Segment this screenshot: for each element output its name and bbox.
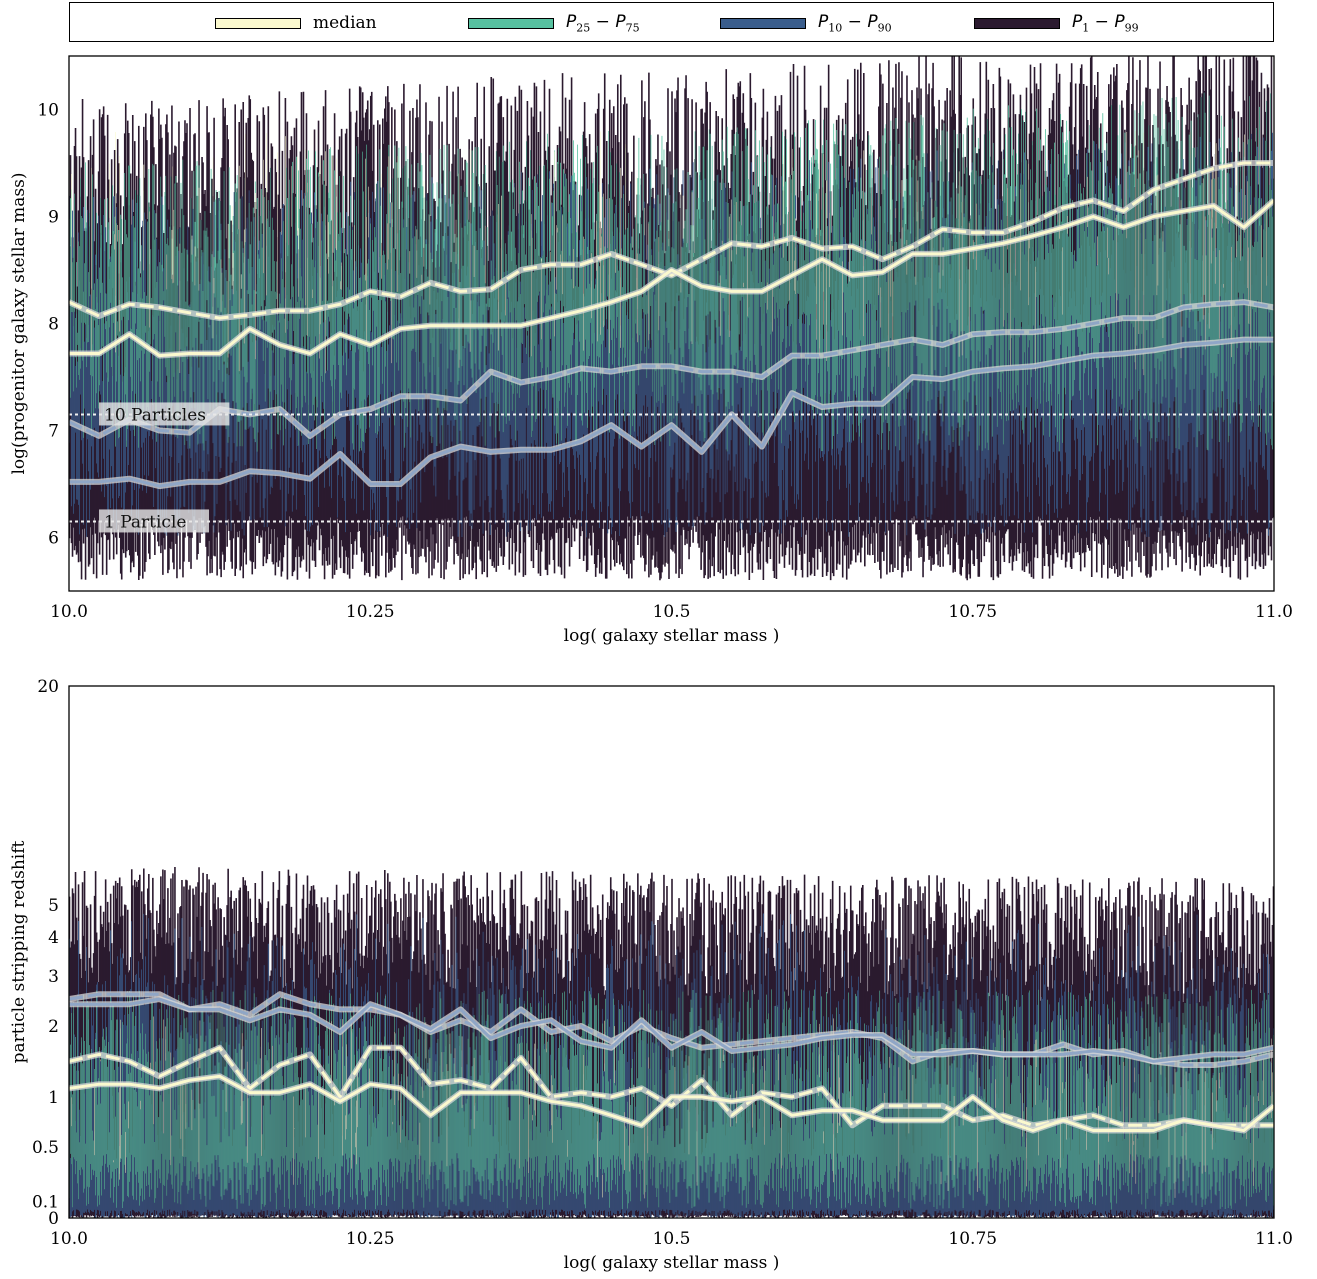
percentile-lines (69, 160, 1274, 490)
y-tick-label: 6 (48, 529, 59, 549)
legend-entry: P25 − P75 (468, 11, 640, 35)
percentile-bands (69, 56, 1274, 581)
x-tick-label: 10.25 (346, 602, 395, 622)
legend-label: P10 − P90 (818, 11, 892, 35)
plot-frame (68, 55, 1275, 592)
legend: median P25 − P75 P10 − P90 P1 − P99 (69, 2, 1274, 42)
reference-label-bg (99, 402, 230, 426)
legend-swatch (720, 17, 806, 29)
y-tick-label: 9 (48, 208, 59, 228)
x-tick-label: 10.5 (653, 602, 691, 622)
legend-swatch (215, 17, 301, 29)
x-axis-label: log( galaxy stellar mass ) (564, 626, 780, 646)
x-tick-label: 10.75 (948, 602, 997, 622)
reference-label-bg (99, 509, 209, 533)
y-tick-label: 8 (48, 315, 59, 335)
percentile-bands (69, 866, 1274, 1218)
legend-entry: P10 − P90 (720, 11, 892, 35)
legend-label: median (313, 13, 377, 33)
legend-swatch (468, 17, 554, 29)
reference-label: 10 Particles (104, 405, 206, 425)
series-line-median-dashed (69, 161, 1274, 320)
chart-panel-1: 10 Particles 1 Particle 10.0 10.25 10.5 10.75… (9, 55, 1293, 646)
legend-entry: median (215, 13, 377, 33)
y-tick-label: 10 (37, 101, 59, 121)
series-line-p10-dashed (69, 300, 1274, 438)
series-line-p10 (69, 338, 1274, 488)
y-tick-label: 7 (48, 422, 59, 442)
legend-label: P25 − P75 (566, 11, 640, 35)
x-tick-label: 10.0 (50, 602, 88, 622)
y-axis-label: log(progenitor galaxy stellar mass) (9, 172, 29, 474)
series-line-median (69, 199, 1274, 358)
chart-panel-2: 10.0 10.25 10.5 10.75 11.000.10.51234520log(… (9, 677, 1293, 1273)
reference-label: 1 Particle (104, 512, 186, 532)
x-tick-label: 11.0 (1255, 602, 1293, 622)
legend-entry: P1 − P99 (974, 11, 1139, 35)
legend-swatch (974, 17, 1060, 29)
legend-label: P1 − P99 (1072, 11, 1139, 35)
